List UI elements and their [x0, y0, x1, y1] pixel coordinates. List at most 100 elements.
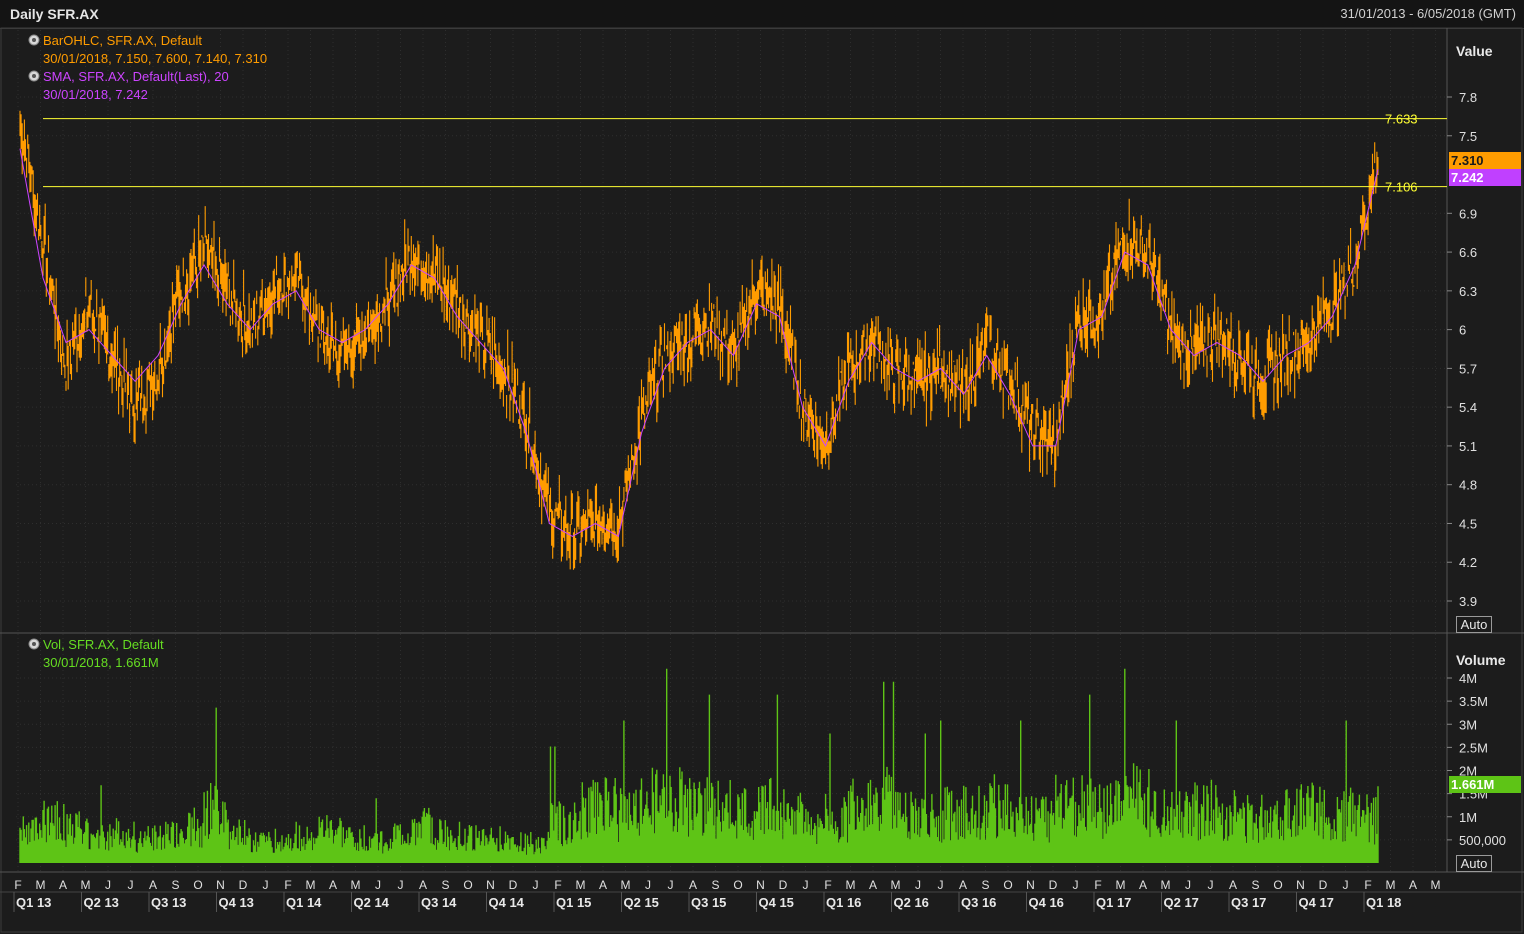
month-label: F: [554, 878, 561, 892]
price-tick-label: 3.9: [1459, 594, 1477, 609]
volume-legend-values: 30/01/2018, 1.661M: [43, 655, 159, 670]
price-tick-label: 5.1: [1459, 439, 1477, 454]
price-tick-label: 5.4: [1459, 400, 1477, 415]
month-label: S: [441, 878, 449, 892]
chart-title: Daily SFR.AX: [10, 6, 99, 22]
level-label-2: 7.106: [1385, 180, 1418, 195]
month-label: F: [1364, 878, 1371, 892]
quarter-label: Q3 17: [1231, 895, 1266, 910]
volume-tick-label: 500,000: [1459, 833, 1506, 848]
volume-axis-title: Volume: [1456, 652, 1506, 668]
month-label: A: [1139, 878, 1147, 892]
volume-tick-label: 3.5M: [1459, 694, 1488, 709]
quarter-label: Q1 13: [16, 895, 51, 910]
quarter-label: Q1 17: [1096, 895, 1131, 910]
price-tick-label: 4.5: [1459, 516, 1477, 531]
quarter-label: Q2 13: [84, 895, 119, 910]
price-tick-label: 7.5: [1459, 129, 1477, 144]
ohlc-bars: [19, 110, 1379, 570]
month-label: S: [981, 878, 989, 892]
month-label: J: [668, 878, 674, 892]
month-label: A: [959, 878, 967, 892]
quarter-label: Q4 15: [759, 895, 794, 910]
quarter-label: Q2 16: [894, 895, 929, 910]
month-label: N: [216, 878, 225, 892]
price-tick-label: 4.8: [1459, 478, 1477, 493]
volume-auto-scale-button[interactable]: Auto: [1456, 855, 1492, 872]
level-label-1: 7.633: [1385, 112, 1418, 127]
month-label: D: [779, 878, 788, 892]
quarter-label: Q4 17: [1299, 895, 1334, 910]
month-label: F: [1094, 878, 1101, 892]
month-label: A: [1229, 878, 1237, 892]
quarter-label: Q4 16: [1029, 895, 1064, 910]
price-axis-title: Value: [1456, 43, 1493, 59]
month-label: F: [284, 878, 291, 892]
legend-toggle-icon-dot: [32, 74, 36, 78]
volume-tick-label: 2M: [1459, 764, 1477, 779]
month-label: F: [14, 878, 21, 892]
month-label: M: [36, 878, 46, 892]
month-label: N: [756, 878, 765, 892]
sma-line: [19, 148, 1379, 538]
quarter-label: Q1 18: [1366, 895, 1401, 910]
month-label: J: [1073, 878, 1079, 892]
month-label: A: [59, 878, 67, 892]
quarter-label: Q3 14: [421, 895, 457, 910]
price-tick-label: 6: [1459, 323, 1466, 338]
month-label: M: [1116, 878, 1126, 892]
month-label: J: [1208, 878, 1214, 892]
price-tick-label: 5.7: [1459, 361, 1477, 376]
month-label: M: [306, 878, 316, 892]
volume-tick-label: 4M: [1459, 671, 1477, 686]
quarter-label: Q2 17: [1164, 895, 1199, 910]
month-label: F: [824, 878, 831, 892]
month-label: J: [398, 878, 404, 892]
month-label: A: [1409, 878, 1417, 892]
month-label: J: [1343, 878, 1349, 892]
month-label: J: [263, 878, 269, 892]
month-label: D: [1049, 878, 1058, 892]
quarter-label: Q1 15: [556, 895, 591, 910]
volume-tick-label: 2.5M: [1459, 740, 1488, 755]
sma-value-badge: 7.242: [1449, 169, 1521, 186]
month-label: D: [1319, 878, 1328, 892]
month-label: M: [846, 878, 856, 892]
month-label: O: [463, 878, 472, 892]
month-label: S: [171, 878, 179, 892]
price-legend-name-1: BarOHLC, SFR.AX, Default: [43, 33, 202, 48]
price-tick-label: 6.6: [1459, 245, 1477, 260]
quarter-label: Q1 14: [286, 895, 322, 910]
volume-legend-name: Vol, SFR.AX, Default: [43, 637, 164, 652]
quarter-label: Q4 14: [489, 895, 525, 910]
last-price-badge: 7.310: [1449, 152, 1521, 169]
month-label: S: [1251, 878, 1259, 892]
month-label: M: [576, 878, 586, 892]
month-label: J: [128, 878, 134, 892]
month-label: J: [1185, 878, 1191, 892]
month-label: M: [1386, 878, 1396, 892]
volume-tick-label: 3M: [1459, 717, 1477, 732]
month-label: J: [803, 878, 809, 892]
volume-bars: [19, 668, 1379, 863]
month-label: N: [1296, 878, 1305, 892]
legend-toggle-icon-dot: [32, 642, 36, 646]
quarter-label: Q3 13: [151, 895, 186, 910]
month-label: J: [105, 878, 111, 892]
month-label: O: [193, 878, 202, 892]
quarter-label: Q4 13: [219, 895, 254, 910]
price-legend-values-2: 30/01/2018, 7.242: [43, 87, 148, 102]
month-label: M: [621, 878, 631, 892]
price-auto-scale-button[interactable]: Auto: [1456, 616, 1492, 633]
price-tick-label: 4.2: [1459, 555, 1477, 570]
month-label: S: [711, 878, 719, 892]
price-legend-values-1: 30/01/2018, 7.150, 7.600, 7.140, 7.310: [43, 51, 267, 66]
quarter-label: Q2 15: [624, 895, 659, 910]
last-volume-badge: 1.661M: [1449, 776, 1521, 793]
month-label: M: [1431, 878, 1441, 892]
month-label: J: [915, 878, 921, 892]
month-label: A: [869, 878, 877, 892]
month-label: N: [1026, 878, 1035, 892]
chart-frame: [0, 27, 1523, 933]
